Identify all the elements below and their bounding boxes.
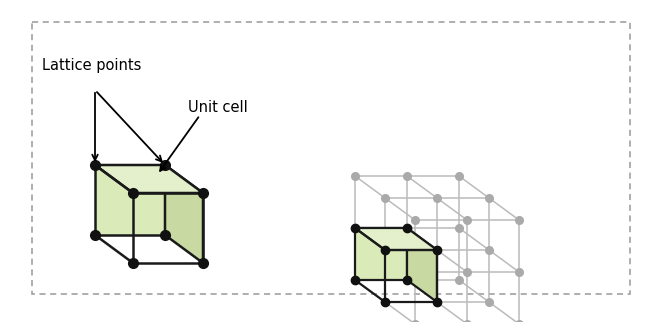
Text: Unit cell: Unit cell: [188, 100, 248, 115]
Polygon shape: [407, 228, 437, 302]
Polygon shape: [355, 228, 407, 280]
Polygon shape: [165, 165, 203, 263]
Bar: [32, 22, 630, 294]
Polygon shape: [355, 228, 437, 250]
Polygon shape: [95, 165, 165, 235]
Text: Lattice points: Lattice points: [42, 58, 141, 73]
Polygon shape: [95, 165, 203, 193]
